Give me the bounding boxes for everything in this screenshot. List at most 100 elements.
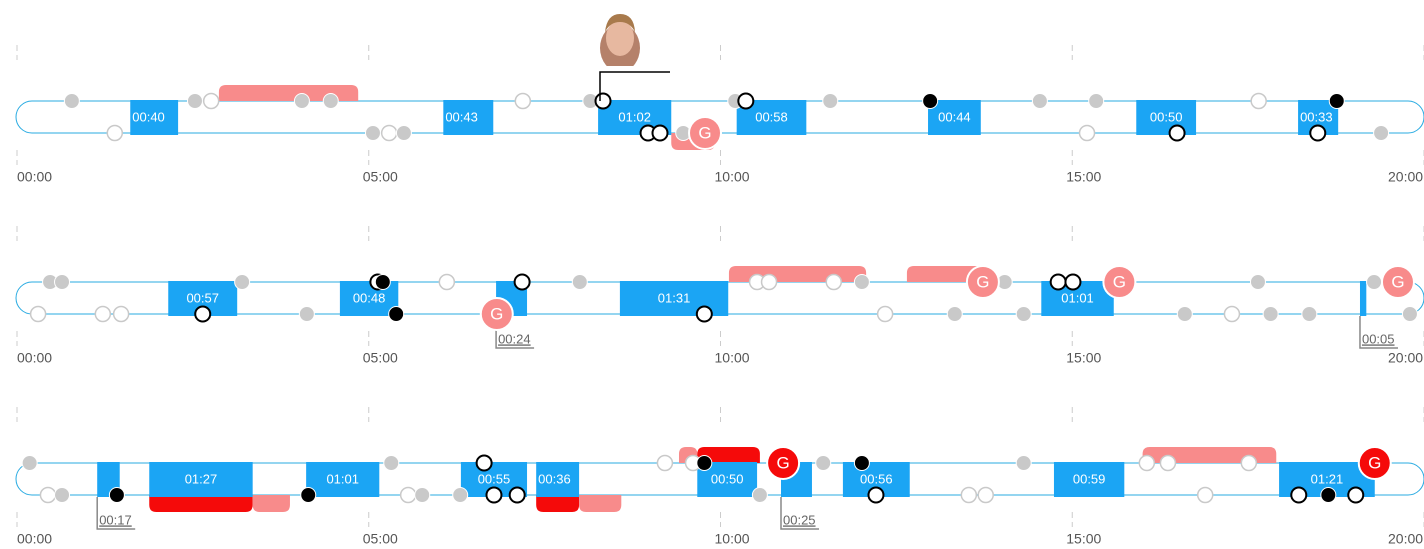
event-dot [825,273,843,291]
shift-block [928,100,981,135]
shift-block [443,100,494,135]
shift-block [536,462,580,497]
penalty-bar [218,85,359,101]
axis-label: 15:00 [1066,531,1101,547]
callout-label: 00:24 [498,331,531,346]
shift-label: 00:58 [755,109,788,124]
penalty-bar [252,495,290,512]
goal-badge [1380,265,1415,299]
event-dot [594,92,612,110]
shift-label: 00:55 [478,471,511,486]
event-dot [374,274,391,290]
event-dot [1064,273,1082,291]
goal-badge [766,446,801,480]
goal-label: G [1113,272,1126,291]
event-dot [29,305,47,323]
penalty-bar [536,495,580,512]
event-dot [876,305,894,323]
event-dot [1196,486,1214,504]
axis-label: 00:00 [17,350,52,366]
shift-label: 00:44 [938,109,971,124]
event-dot [1088,93,1105,109]
shift-label: 01:31 [658,290,691,305]
event-dot [202,92,220,110]
event-dot [106,124,124,142]
event-dot [977,486,994,504]
event-dot [1401,306,1418,322]
event-dot [1015,306,1032,322]
goal-label: G [698,123,711,142]
event-dot [695,305,713,323]
event-dot [1168,124,1186,142]
event-dot [54,274,71,290]
event-dot [383,455,400,471]
shift-label: 00:50 [711,471,744,486]
event-dot [1159,454,1177,472]
shift-label: 00:59 [1073,471,1106,486]
axis-label: 20:00 [1388,531,1423,547]
shift-block [1136,100,1197,135]
penalty-bar [906,266,986,282]
goal-badge [965,265,1000,299]
axis-label: 15:00 [1066,169,1101,185]
callout-label: 00:05 [1362,331,1395,346]
player-photo [599,10,670,101]
event-dot [1138,454,1156,472]
period-row: 00:00 05:00 10:00 15:00 20:00 00:17 01:27 01:01… [15,407,1424,547]
callout-label: 00:17 [99,512,132,527]
period-row: 00:00 05:00 10:00 15:00 20:00 00:57 00:48 00:24… [15,226,1424,366]
event-dot [399,486,417,504]
callout-bracket [96,497,136,530]
event-dot [1366,274,1383,290]
shift-label: 01:01 [326,471,359,486]
photo-hair [605,14,635,32]
event-dot [438,273,456,291]
event-dot [1328,93,1345,109]
event-dot [960,486,978,504]
event-dot [322,93,339,109]
shift-label: 01:27 [185,471,218,486]
axis-label: 10:00 [715,169,750,185]
track [15,462,1424,496]
event-dot [815,455,832,471]
goal-label: G [490,304,503,323]
axis-label: 05:00 [363,531,398,547]
period-row: 00:00 05:00 10:00 15:00 20:00 00:40 00:43 01:02… [15,45,1424,185]
axis-label: 00:00 [17,531,52,547]
event-dot [194,305,212,323]
event-dot [1290,486,1308,504]
event-dot [1301,306,1318,322]
event-dot [508,486,526,504]
event-dot [108,487,125,503]
axis-label: 00:00 [17,169,52,185]
goal-badge [1357,446,1392,480]
event-dot [946,306,963,322]
event-dot [853,455,870,471]
event-dot [1249,274,1266,290]
shift-label: 00:40 [132,109,165,124]
event-dot [39,486,57,504]
event-dot [1320,487,1337,503]
event-dot [571,274,588,290]
event-dot [485,486,503,504]
axis-label: 15:00 [1066,350,1101,366]
event-dot [853,274,870,290]
penalty-bar [579,495,622,512]
goal-badge [688,116,723,150]
event-dot [922,93,939,109]
event-dot [514,92,532,110]
event-dot [298,306,315,322]
shift-block [306,462,380,497]
event-dot [656,454,674,472]
shift-block [149,462,253,497]
shift-label: 00:48 [353,290,386,305]
shift-label: 01:21 [1311,471,1344,486]
shift-block [1359,281,1367,316]
event-dot [760,273,778,291]
axis-label: 10:00 [715,350,750,366]
event-dot [1223,305,1241,323]
shift-block [130,100,179,135]
event-dot [1240,454,1258,472]
event-dot [651,124,669,142]
